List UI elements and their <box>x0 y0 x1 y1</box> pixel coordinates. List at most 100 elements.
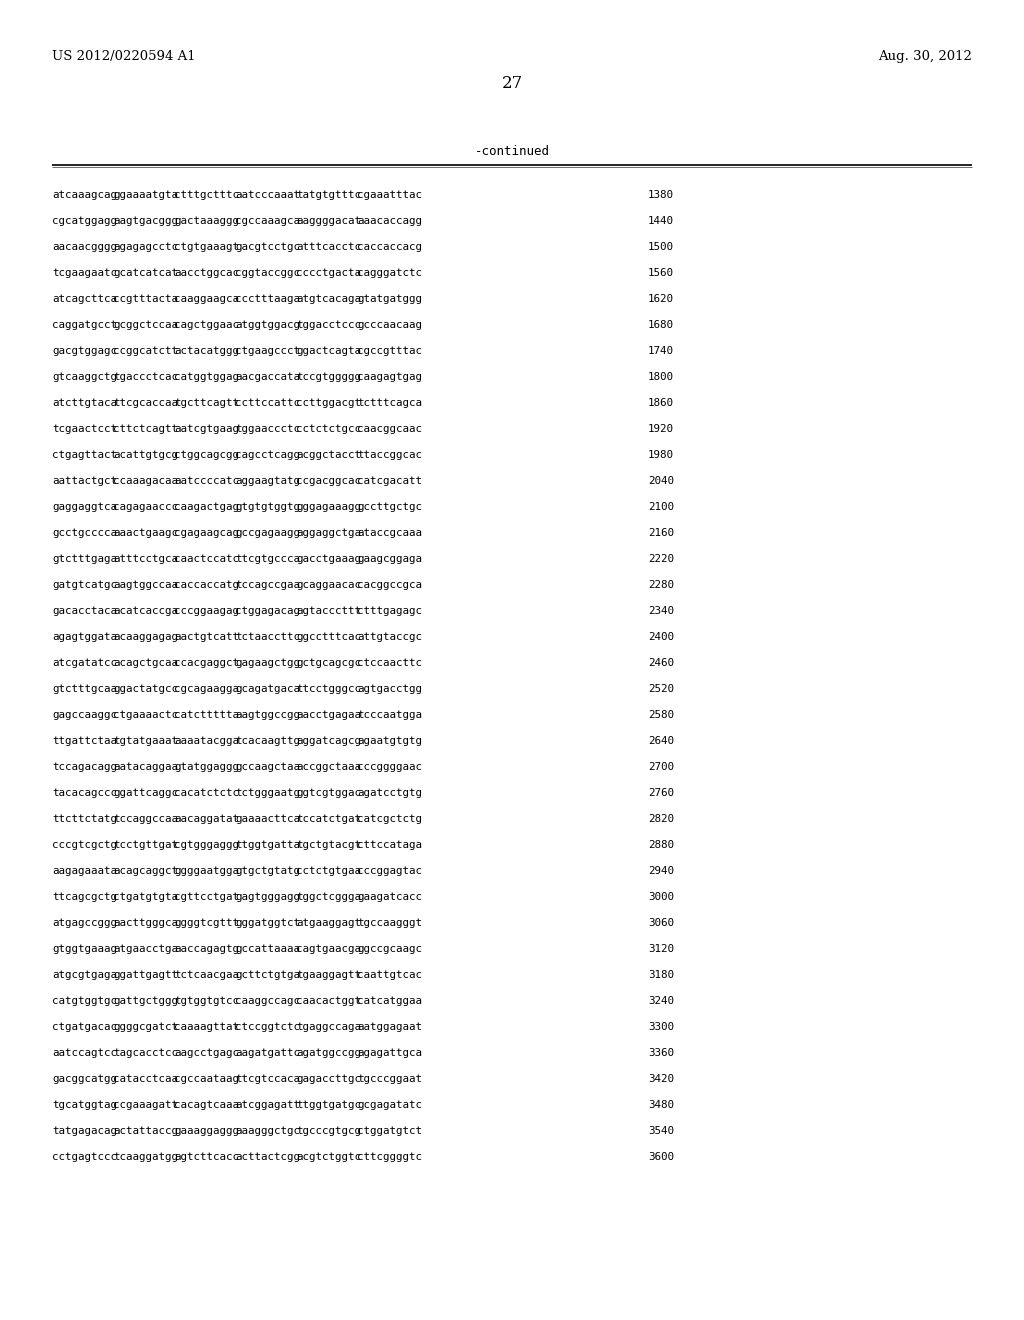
Text: aaaatacgga: aaaatacgga <box>174 737 239 746</box>
Text: aatccagtcc: aatccagtcc <box>52 1048 117 1059</box>
Text: 3120: 3120 <box>648 944 674 954</box>
Text: 3300: 3300 <box>648 1022 674 1032</box>
Text: agagattgca: agagattgca <box>357 1048 422 1059</box>
Text: gatgtcatgc: gatgtcatgc <box>52 579 117 590</box>
Text: aatcccaaat: aatcccaaat <box>234 190 300 201</box>
Text: gggatggtct: gggatggtct <box>234 917 300 928</box>
Text: acggctacct: acggctacct <box>296 450 361 459</box>
Text: 3240: 3240 <box>648 997 674 1006</box>
Text: cgccaataag: cgccaataag <box>174 1074 239 1084</box>
Text: gctgcagcgc: gctgcagcgc <box>296 657 361 668</box>
Text: atcttgtaca: atcttgtaca <box>52 399 117 408</box>
Text: aactgtcatt: aactgtcatt <box>174 632 239 642</box>
Text: 2040: 2040 <box>648 477 674 486</box>
Text: tcctgttgat: tcctgttgat <box>113 840 178 850</box>
Text: tgctgtacgt: tgctgtacgt <box>296 840 361 850</box>
Text: tgcccgtgcg: tgcccgtgcg <box>296 1126 361 1137</box>
Text: caaggaagca: caaggaagca <box>174 294 239 304</box>
Text: tggacctccc: tggacctccc <box>296 319 361 330</box>
Text: caaaagttat: caaaagttat <box>174 1022 239 1032</box>
Text: tccaggccaa: tccaggccaa <box>113 814 178 824</box>
Text: ccttccattc: ccttccattc <box>234 399 300 408</box>
Text: tatgtgtttc: tatgtgtttc <box>296 190 361 201</box>
Text: gagaagctgg: gagaagctgg <box>234 657 300 668</box>
Text: aagcctgagc: aagcctgagc <box>174 1048 239 1059</box>
Text: accggctaaa: accggctaaa <box>296 762 361 772</box>
Text: 2400: 2400 <box>648 632 674 642</box>
Text: 2160: 2160 <box>648 528 674 539</box>
Text: aaacaccagg: aaacaccagg <box>357 216 422 226</box>
Text: ttgattctaa: ttgattctaa <box>52 737 117 746</box>
Text: agatcctgtg: agatcctgtg <box>357 788 422 799</box>
Text: ccgtttacta: ccgtttacta <box>113 294 178 304</box>
Text: aggaagtatg: aggaagtatg <box>234 477 300 486</box>
Text: catcatggaa: catcatggaa <box>357 997 422 1006</box>
Text: ctgatgacac: ctgatgacac <box>52 1022 117 1032</box>
Text: tggctcggga: tggctcggga <box>296 892 361 902</box>
Text: cgagaagcag: cgagaagcag <box>174 528 239 539</box>
Text: cgcatggagg: cgcatggagg <box>52 216 117 226</box>
Text: agagagcctc: agagagcctc <box>113 242 178 252</box>
Text: aaactgaagc: aaactgaagc <box>113 528 178 539</box>
Text: ggccgcaagc: ggccgcaagc <box>357 944 422 954</box>
Text: ggggtcgttt: ggggtcgttt <box>174 917 239 928</box>
Text: catgtggtgc: catgtggtgc <box>52 997 117 1006</box>
Text: tggaaccctc: tggaaccctc <box>234 424 300 434</box>
Text: 2280: 2280 <box>648 579 674 590</box>
Text: caagagtgag: caagagtgag <box>357 372 422 381</box>
Text: 2520: 2520 <box>648 684 674 694</box>
Text: aagtggccaa: aagtggccaa <box>113 579 178 590</box>
Text: tctgggaatg: tctgggaatg <box>234 788 300 799</box>
Text: aacgaccata: aacgaccata <box>234 372 300 381</box>
Text: cctgagtccc: cctgagtccc <box>52 1152 117 1162</box>
Text: 1980: 1980 <box>648 450 674 459</box>
Text: gtgctgtatg: gtgctgtatg <box>234 866 300 876</box>
Text: aggaggctga: aggaggctga <box>296 528 361 539</box>
Text: ctgaaaactc: ctgaaaactc <box>113 710 178 719</box>
Text: gggagaaagg: gggagaaagg <box>296 502 361 512</box>
Text: tccagccgaa: tccagccgaa <box>234 579 300 590</box>
Text: US 2012/0220594 A1: US 2012/0220594 A1 <box>52 50 196 63</box>
Text: ctgtgaaagt: ctgtgaaagt <box>174 242 239 252</box>
Text: 3360: 3360 <box>648 1048 674 1059</box>
Text: agaatgtgtg: agaatgtgtg <box>357 737 422 746</box>
Text: gtggtgaaag: gtggtgaaag <box>52 944 117 954</box>
Text: 3420: 3420 <box>648 1074 674 1084</box>
Text: tgaggccaga: tgaggccaga <box>296 1022 361 1032</box>
Text: acatcaccga: acatcaccga <box>113 606 178 616</box>
Text: gacggcatgg: gacggcatgg <box>52 1074 117 1084</box>
Text: tcgaagaatc: tcgaagaatc <box>52 268 117 279</box>
Text: catacctcaa: catacctcaa <box>113 1074 178 1084</box>
Text: cagctggaac: cagctggaac <box>174 319 239 330</box>
Text: cacggccgca: cacggccgca <box>357 579 422 590</box>
Text: caaggccagc: caaggccagc <box>234 997 300 1006</box>
Text: 2880: 2880 <box>648 840 674 850</box>
Text: ttggtgatgc: ttggtgatgc <box>296 1100 361 1110</box>
Text: tccatctgat: tccatctgat <box>296 814 361 824</box>
Text: tatgagacag: tatgagacag <box>52 1126 117 1137</box>
Text: ttcctgggcc: ttcctgggcc <box>296 684 361 694</box>
Text: aattactgct: aattactgct <box>52 477 117 486</box>
Text: caccaccatg: caccaccatg <box>174 579 239 590</box>
Text: 3480: 3480 <box>648 1100 674 1110</box>
Text: 2640: 2640 <box>648 737 674 746</box>
Text: atgaaggagt: atgaaggagt <box>296 917 361 928</box>
Text: tccgtggggg: tccgtggggg <box>296 372 361 381</box>
Text: -continued: -continued <box>474 145 550 158</box>
Text: actacatggg: actacatggg <box>174 346 239 356</box>
Text: atggtggacg: atggtggacg <box>234 319 300 330</box>
Text: actattaccg: actattaccg <box>113 1126 178 1137</box>
Text: ctgagttact: ctgagttact <box>52 450 117 459</box>
Text: gtatggaggg: gtatggaggg <box>174 762 239 772</box>
Text: tgtggtgtcc: tgtggtgtcc <box>174 997 239 1006</box>
Text: ctccggtctc: ctccggtctc <box>234 1022 300 1032</box>
Text: gacctgaaag: gacctgaaag <box>296 554 361 564</box>
Text: tcaaggatgg: tcaaggatgg <box>113 1152 178 1162</box>
Text: ccttggacgt: ccttggacgt <box>296 399 361 408</box>
Text: atttcacctc: atttcacctc <box>296 242 361 252</box>
Text: 27: 27 <box>502 75 522 92</box>
Text: ataccgcaaa: ataccgcaaa <box>357 528 422 539</box>
Text: cagagaaccc: cagagaaccc <box>113 502 178 512</box>
Text: atttcctgca: atttcctgca <box>113 554 178 564</box>
Text: gacgtcctgc: gacgtcctgc <box>234 242 300 252</box>
